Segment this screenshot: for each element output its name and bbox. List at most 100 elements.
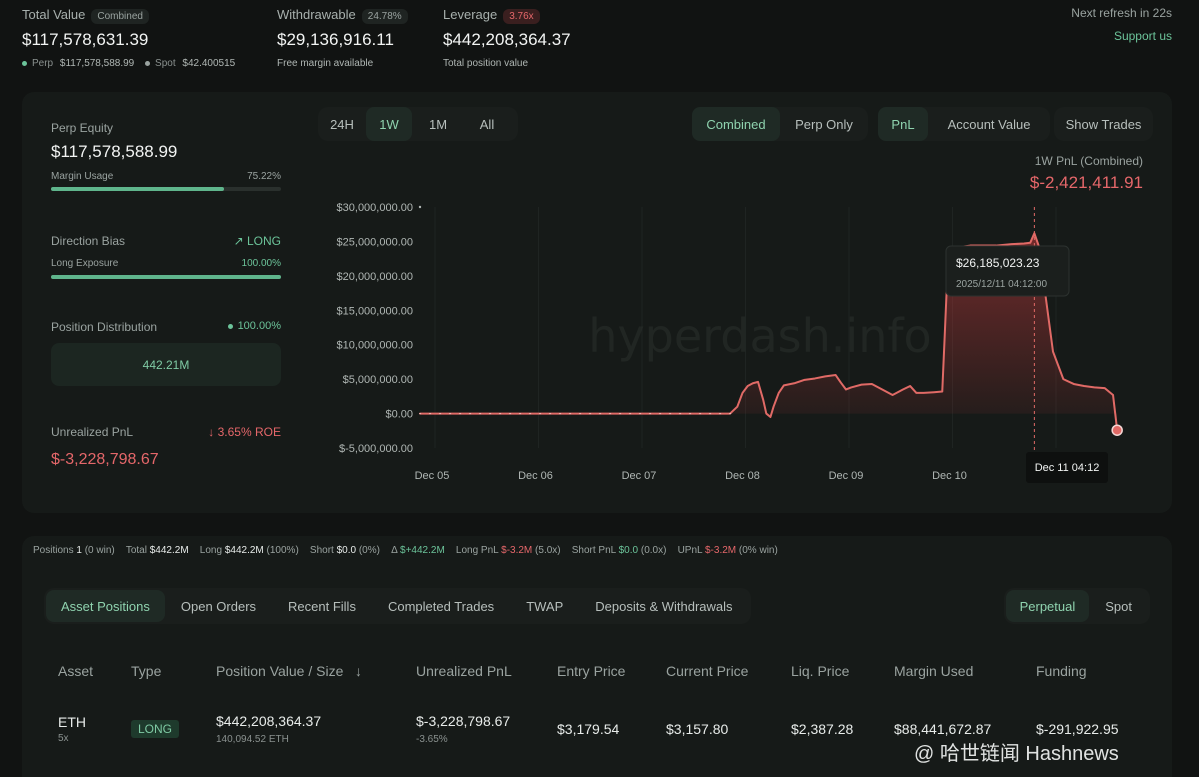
positions-label: Positions	[33, 545, 74, 556]
position-value-cell: $442,208,364.37	[216, 713, 322, 729]
range-24h-button[interactable]: 24H	[330, 116, 354, 132]
tab-completed-trades[interactable]: Completed Trades	[387, 598, 495, 614]
range-1w-button[interactable]: 1W	[366, 107, 412, 141]
y-tick-label: $10,000,000.00	[337, 340, 413, 352]
support-link[interactable]: Support us	[1113, 29, 1172, 43]
long-value: $442.2M	[224, 545, 264, 556]
range-all-button[interactable]: All	[479, 116, 495, 132]
margin-usage-label: Margin Usage	[51, 171, 114, 182]
short-pct: (0%)	[358, 545, 380, 556]
tab-recent-fills[interactable]: Recent Fills	[288, 598, 356, 614]
metric-pnl-button[interactable]: PnL	[878, 107, 928, 141]
chart-watermark: hyperdash.info	[588, 309, 931, 363]
entry-price-cell: $3,179.54	[557, 721, 620, 737]
axis-dot	[418, 205, 422, 209]
positions-tabs: Asset Positions Open Orders Recent Fills Co…	[44, 588, 751, 624]
column-header-margin-used[interactable]: Margin Used	[894, 663, 974, 679]
pnl-title: 1W PnL (Combined)	[1034, 154, 1143, 168]
perp-value: $117,578,588.99	[59, 58, 135, 69]
combined-badge: Combined	[91, 9, 149, 24]
column-header-funding[interactable]: Funding	[1036, 663, 1087, 679]
spot-value: $42.400515	[182, 58, 236, 69]
total-label: Total	[125, 545, 147, 556]
margin-usage-value: 75.22%	[247, 171, 281, 182]
pnl-value: $-2,421,411.91	[1029, 173, 1143, 192]
withdrawable-stat: Withdrawable 24.78% $29,136,916.11 Free m…	[277, 6, 408, 69]
total-value: $117,578,631.39	[22, 30, 149, 49]
perp-dot-icon	[22, 60, 27, 66]
perp-label: Perp	[32, 58, 54, 69]
tab-twap[interactable]: TWAP	[526, 598, 564, 614]
long-label: Long	[199, 545, 223, 556]
margin-used-cell: $88,441,672.87	[894, 721, 992, 737]
long-pnl-value: $-3.2M	[501, 545, 533, 556]
column-header-unrealized-pnl[interactable]: Unrealized PnL	[416, 663, 512, 679]
x-tick-label: Dec 08	[725, 470, 760, 482]
perp-equity-panel: Perp Equity $117,578,588.99 Margin Usage…	[51, 121, 281, 191]
pnl-header: 1W PnL (Combined) $-2,421,411.91	[1030, 154, 1143, 193]
funding-cell: $-291,922.95	[1036, 721, 1119, 737]
long-exposure-bar	[51, 275, 281, 279]
metric-selector: PnL Account Value	[878, 107, 1050, 141]
source-watermark: @ 哈世链闻 Hashnews	[914, 743, 1119, 765]
tab-open-orders[interactable]: Open Orders	[180, 598, 257, 614]
upnl-cell: $-3,228,798.67	[416, 713, 511, 729]
y-tick-label: $0.00	[385, 409, 413, 421]
y-tick-label: $5,000,000.00	[343, 374, 413, 386]
y-tick-label: $-5,000,000.00	[339, 443, 413, 455]
upnl-label: Unrealized PnL	[51, 425, 134, 439]
upnl-win: (0% win)	[738, 545, 778, 556]
distribution-dot-icon	[227, 323, 233, 329]
perp-equity-label: Perp Equity	[51, 121, 114, 135]
last-point-marker[interactable]	[1111, 424, 1123, 436]
tab-deposits-withdrawals[interactable]: Deposits & Withdrawals	[595, 598, 733, 614]
short-pnl-value: $0.0	[618, 545, 639, 556]
range-1m-button[interactable]: 1M	[428, 116, 448, 132]
trend-up-icon: ↗	[233, 234, 244, 248]
direction-value: LONG	[246, 234, 281, 248]
mode-combined-button[interactable]: Combined	[692, 107, 780, 141]
withdrawable-value: $29,136,916.11	[277, 30, 394, 49]
withdrawable-badge: 24.78%	[361, 9, 408, 24]
column-header-type[interactable]: Type	[131, 663, 162, 679]
column-header-liq-price[interactable]: Liq. Price	[791, 663, 850, 679]
short-label: Short	[309, 545, 334, 556]
market-tab-spot[interactable]: Spot	[1105, 598, 1132, 614]
tab-asset-positions[interactable]: Asset Positions	[46, 590, 165, 622]
column-header-position-value-size[interactable]: Position Value / Size	[216, 663, 344, 679]
overview-card: Perp Equity $117,578,588.99 Margin Usage…	[22, 92, 1172, 513]
y-tick-label: $15,000,000.00	[337, 305, 413, 317]
column-header-entry-price[interactable]: Entry Price	[557, 663, 626, 679]
show-trades-button[interactable]: Show Trades	[1054, 107, 1153, 141]
spot-dot-icon	[145, 60, 151, 66]
metric-account-value-button[interactable]: Account Value	[947, 116, 1031, 132]
long-exposure-value: 100.00%	[241, 258, 281, 269]
total-value-stat: Total Value Combined $117,578,631.39 Perp…	[22, 6, 235, 69]
column-header-asset[interactable]: Asset	[58, 663, 94, 679]
upnl-value: $-3,228,798.67	[51, 451, 159, 468]
perp-equity-value: $117,578,588.99	[51, 142, 178, 161]
refresh-countdown: Next refresh in 22s	[1071, 6, 1172, 20]
long-exposure-label: Long Exposure	[51, 258, 119, 269]
market-tab-perpetual[interactable]: Perpetual	[1005, 590, 1090, 622]
x-tick-label: Dec 06	[518, 470, 553, 482]
direction-label: Direction Bias	[51, 234, 126, 248]
sort-desc-icon[interactable]: ↓	[355, 663, 362, 679]
mode-selector: Combined Perp Only	[692, 107, 868, 141]
margin-usage-bar	[51, 187, 281, 191]
crosshair-label-box	[1026, 452, 1108, 483]
mode-perp-only-button[interactable]: Perp Only	[795, 116, 853, 132]
range-selector: 24H 1W 1M All	[318, 107, 518, 141]
column-header-current-price[interactable]: Current Price	[666, 663, 749, 679]
leverage-stat: Leverage 3.76x $442,208,364.37 Total posi…	[443, 6, 571, 69]
long-pct: (100%)	[266, 545, 299, 556]
x-tick-label: Dec 07	[622, 470, 657, 482]
pnl-chart[interactable]: $30,000,000.00 $25,000,000.00 $20,000,000.…	[22, 92, 1172, 513]
summary-line: Positions 1 (0 win) Total $442.2M Long $…	[33, 545, 778, 556]
chart-tooltip	[945, 245, 1070, 297]
long-exposure-fill	[51, 275, 281, 279]
spot-label: Spot	[155, 58, 176, 69]
leverage-badge: 3.76x	[503, 9, 540, 24]
leverage-cell: 5x	[58, 733, 69, 744]
current-price-cell: $3,157.80	[666, 721, 729, 737]
